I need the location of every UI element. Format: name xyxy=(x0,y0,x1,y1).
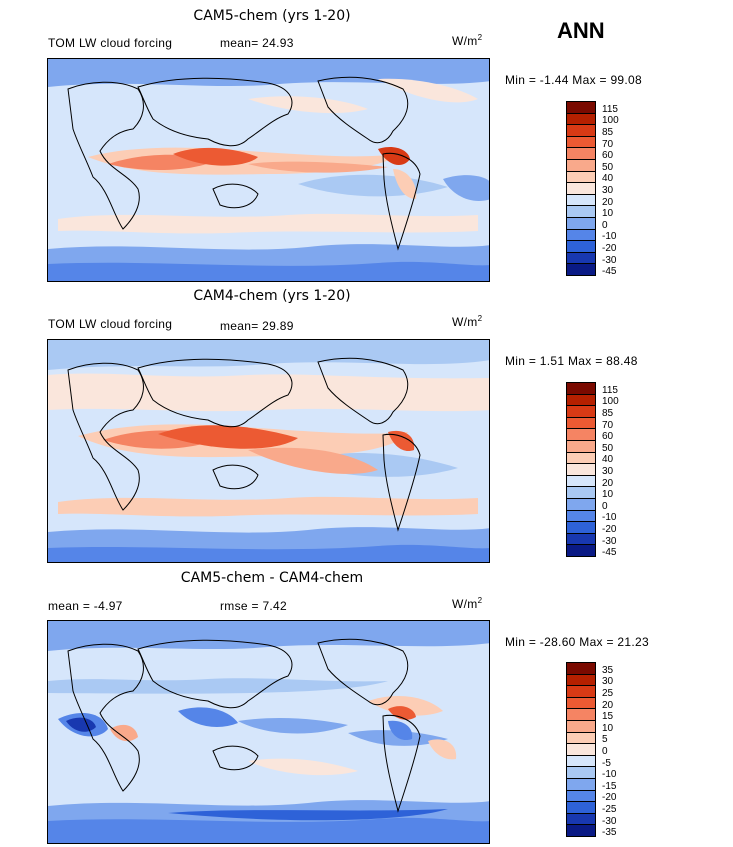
colorbar-tick-label: 40 xyxy=(602,454,614,466)
colorbar-tick-label: -20 xyxy=(602,792,617,804)
panel-3-field xyxy=(48,621,489,843)
colorbar-swatch xyxy=(566,263,596,276)
colorbar-tick-label: 30 xyxy=(602,676,614,688)
colorbar-tick-label: -30 xyxy=(602,815,617,827)
colorbar-tick-label: 40 xyxy=(602,173,614,185)
colorbar-tick-label: 0 xyxy=(602,500,608,512)
panel-2-minmax: Min = 1.51 Max = 88.48 xyxy=(505,354,638,368)
colorbar-tick-label: -20 xyxy=(602,243,617,254)
colorbar-tick-label: 100 xyxy=(602,115,619,127)
panel-2-variable: TOM LW cloud forcing xyxy=(48,317,173,331)
colorbar-tick-label: 20 xyxy=(602,477,614,489)
colorbar-tick-label: -30 xyxy=(602,535,617,547)
colorbar-tick-label: 5 xyxy=(602,734,608,746)
panel-2-field xyxy=(48,340,489,562)
colorbar-tick-label: -45 xyxy=(602,547,617,559)
colorbar-tick-label: -5 xyxy=(602,757,611,769)
colorbar-tick-label: -10 xyxy=(602,512,617,524)
colorbar-tick-label: -35 xyxy=(602,827,617,839)
panel-1-field xyxy=(48,59,489,281)
colorbar-tick-label: -25 xyxy=(602,804,617,815)
panel-3-rmse: rmse = 7.42 xyxy=(220,599,287,613)
panel-1-units: W/m2 xyxy=(452,33,483,48)
colorbar-tick-label: 70 xyxy=(602,138,614,150)
panel-1-minmax: Min = -1.44 Max = 99.08 xyxy=(505,73,642,87)
colorbar-tick-label: 100 xyxy=(602,396,619,408)
panel-3-map xyxy=(47,620,490,844)
colorbar-tick-label: 50 xyxy=(602,442,614,454)
colorbar-tick-label: 35 xyxy=(602,664,614,676)
panel-1-variable: TOM LW cloud forcing xyxy=(48,36,173,50)
colorbar-tick-label: 115 xyxy=(602,103,618,115)
colorbar-tick-label: -10 xyxy=(602,231,617,243)
panel-1-colorbar: 115 100 85 70 60 50 40 30 20 10 0 -10 -20 -30 -45 xyxy=(566,101,619,277)
season-label: ANN xyxy=(557,18,605,43)
colorbar-swatch xyxy=(566,544,596,557)
panel-1-mean: mean= 24.93 xyxy=(220,36,294,50)
panel-3-colorbar: 35 30 25 20 15 10 5 0 -5 -10 -15 -20 -25 -30 -35 xyxy=(566,662,616,838)
colorbar-tick-label: -20 xyxy=(602,524,617,535)
colorbar-tick-label: 10 xyxy=(602,722,614,734)
colorbar-tick-label: 50 xyxy=(602,161,614,173)
p3-max xyxy=(388,706,416,720)
colorbar-tick-label: 85 xyxy=(602,127,614,138)
colorbar-tick-label: 15 xyxy=(602,711,614,723)
colorbar-swatch xyxy=(566,824,596,837)
colorbar-tick-label: 30 xyxy=(602,466,614,477)
panel-3-units: W/m2 xyxy=(452,596,483,611)
panel-2-map xyxy=(47,339,490,563)
colorbar-tick-label: -45 xyxy=(602,266,617,278)
colorbar-tick-label: 25 xyxy=(602,688,614,699)
panel-3-title: CAM5-chem - CAM4-chem xyxy=(180,570,364,586)
colorbar-tick-label: 30 xyxy=(602,185,614,196)
panel-3-mean: mean = -4.97 xyxy=(48,599,123,613)
colorbar-tick-label: 10 xyxy=(602,208,614,220)
panel-2-units: W/m2 xyxy=(452,314,483,329)
panel-2-colorbar: 115 100 85 70 60 50 40 30 20 10 0 -10 -20 -30 -45 xyxy=(566,382,619,558)
colorbar-tick-label: 0 xyxy=(602,219,608,231)
colorbar-tick-label: -10 xyxy=(602,769,617,781)
colorbar-tick-label: 85 xyxy=(602,408,614,419)
colorbar-tick-label: 60 xyxy=(602,150,614,162)
colorbar-tick-label: 20 xyxy=(602,699,614,711)
colorbar-tick-label: 10 xyxy=(602,489,614,501)
panel-3-minmax: Min = -28.60 Max = 21.23 xyxy=(505,635,649,649)
panel-2-title: CAM4-chem (yrs 1-20) xyxy=(193,288,351,304)
panel-1-map xyxy=(47,58,490,282)
colorbar-tick-label: -15 xyxy=(602,780,617,792)
p1-amazon-max xyxy=(378,147,410,165)
colorbar-tick-label: 70 xyxy=(602,419,614,431)
colorbar-tick-label: -30 xyxy=(602,254,617,266)
panel-2-mean: mean= 29.89 xyxy=(220,319,294,333)
colorbar-tick-label: 20 xyxy=(602,196,614,208)
colorbar-tick-label: 115 xyxy=(602,384,618,396)
panel-1-title: CAM5-chem (yrs 1-20) xyxy=(193,8,351,24)
colorbar-tick-label: 60 xyxy=(602,431,614,443)
colorbar-tick-label: 0 xyxy=(602,746,608,757)
